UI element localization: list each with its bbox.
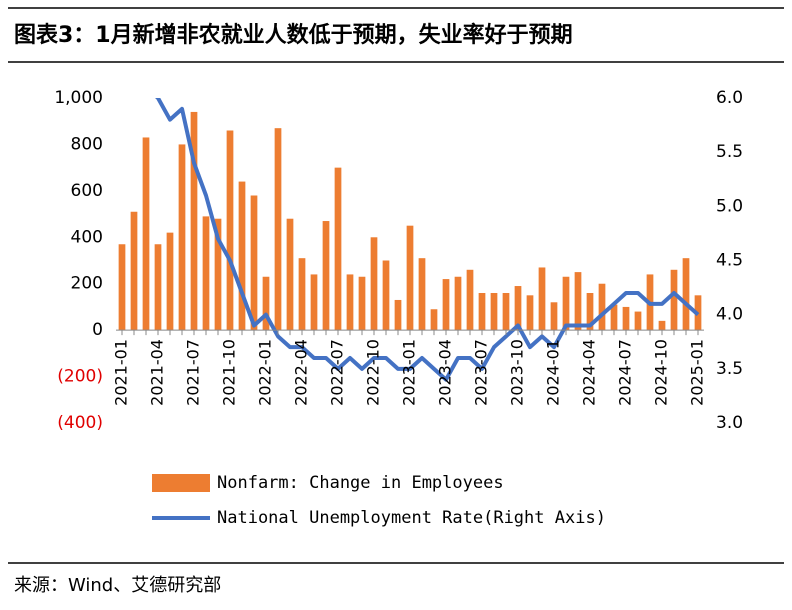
bar — [418, 258, 426, 331]
bar — [334, 167, 342, 331]
y2-tick-label: 6.0 — [716, 88, 743, 108]
bar — [202, 216, 210, 331]
x-tick-label: 2023-04 — [436, 339, 455, 406]
line — [155, 98, 700, 382]
x-tick-label: 2025-01 — [688, 339, 707, 406]
bar — [394, 299, 402, 331]
bar — [178, 144, 186, 331]
bar — [346, 274, 354, 331]
x-tick-label: 2023-10 — [508, 339, 527, 406]
bar — [382, 260, 390, 331]
y-tick-label: 200 — [71, 274, 103, 294]
bar — [442, 279, 450, 331]
bar — [298, 258, 306, 331]
bar — [598, 283, 606, 331]
x-tick-label: 2022-10 — [364, 339, 383, 406]
y-tick-label: 400 — [71, 227, 103, 247]
y2-tick-label: 3.0 — [716, 413, 743, 433]
y-tick-label: 800 — [71, 134, 103, 154]
bar — [190, 111, 198, 331]
bar — [586, 293, 594, 331]
y2-tick-label: 4.0 — [716, 305, 743, 325]
x-tick-label: 2024-04 — [580, 339, 599, 406]
x-tick-label: 2022-01 — [256, 339, 275, 406]
plot-area — [118, 98, 702, 382]
bar — [358, 276, 366, 331]
x-tick-label: 2023-07 — [472, 339, 491, 406]
bar — [538, 267, 546, 331]
bar — [550, 302, 558, 331]
bar — [670, 269, 678, 331]
x-tick-label: 2024-10 — [652, 339, 671, 406]
source: 来源：Wind、艾德研究部 — [14, 575, 221, 596]
y2-tick-label: 5.0 — [716, 196, 743, 216]
x-tick-label: 2022-04 — [292, 339, 311, 406]
bar — [454, 276, 462, 331]
bar — [250, 195, 258, 331]
x-tick-label: 2021-07 — [184, 339, 203, 406]
x-tick-label: 2021-01 — [112, 339, 131, 406]
bar — [526, 295, 534, 331]
x-tick-label: 2024-01 — [544, 339, 563, 406]
y2-tick-label: 4.5 — [716, 251, 743, 271]
x-tick-label: 2023-01 — [400, 339, 419, 406]
y-tick-label: 600 — [71, 181, 103, 201]
y-tick-label: (400) — [57, 413, 103, 433]
bar — [634, 311, 642, 331]
bar — [142, 137, 150, 331]
bar — [274, 128, 282, 331]
y2-tick-label: 3.5 — [716, 359, 743, 379]
bar — [406, 225, 414, 331]
bar — [430, 309, 438, 331]
bar — [322, 221, 330, 331]
bar — [370, 237, 378, 331]
y2-tick-label: 5.5 — [716, 142, 743, 162]
x-tick-label: 2021-04 — [148, 339, 167, 406]
x-tick-label: 2022-07 — [328, 339, 347, 406]
bar — [682, 258, 690, 331]
bar — [310, 274, 318, 331]
legend-label: Nonfarm: Change in Employees — [217, 473, 504, 493]
x-tick-label: 2021-10 — [220, 339, 239, 406]
legend-label: National Unemployment Rate(Right Axis) — [217, 508, 606, 528]
bar — [574, 272, 582, 331]
y-tick-label: 0 — [92, 320, 103, 340]
bar — [622, 306, 630, 331]
bar — [610, 304, 618, 331]
bar — [502, 293, 510, 331]
chart-title: 图表3：1月新增非农就业人数低于预期，失业率好于预期 — [14, 22, 573, 48]
bar — [514, 286, 522, 331]
bar — [214, 218, 222, 331]
bar — [166, 232, 174, 331]
bar — [658, 320, 666, 331]
bar — [478, 293, 486, 331]
bar — [154, 244, 162, 331]
bar — [490, 293, 498, 331]
bar — [562, 276, 570, 331]
bar — [118, 244, 126, 331]
bar — [262, 276, 270, 331]
bar — [238, 181, 246, 331]
bar — [466, 269, 474, 331]
y-tick-label: 1,000 — [54, 88, 103, 108]
x-tick-label: 2024-07 — [616, 339, 635, 406]
bar — [286, 218, 294, 331]
bar — [226, 130, 234, 331]
bar — [130, 211, 138, 331]
y-tick-label: (200) — [57, 367, 103, 387]
legend-swatch — [152, 474, 210, 492]
